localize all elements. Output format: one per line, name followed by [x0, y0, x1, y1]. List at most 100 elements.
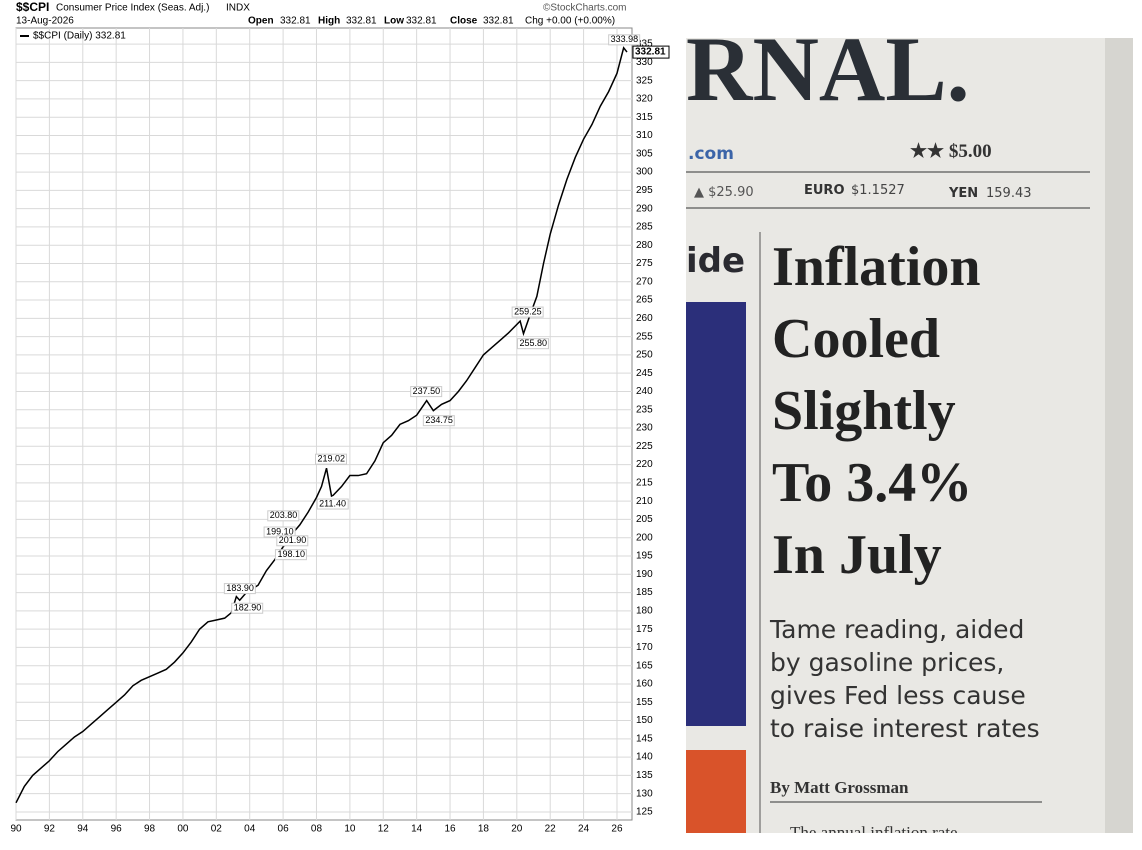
y-tick-label: 185 — [636, 587, 653, 598]
x-tick-label: 18 — [478, 824, 490, 835]
headline-line: Slightly — [772, 380, 956, 442]
annotation-label: 198.10 — [277, 549, 305, 559]
y-tick-label: 170 — [636, 642, 653, 653]
annotation-label: 255.80 — [519, 338, 547, 348]
x-tick-label: 12 — [378, 824, 390, 835]
y-tick-label: 235 — [636, 404, 653, 415]
high-label: High — [318, 16, 340, 27]
annotation-box — [276, 535, 309, 547]
y-tick-label: 205 — [636, 514, 653, 525]
y-tick-label: 220 — [636, 459, 653, 470]
last-value-box — [632, 45, 670, 59]
headline-line: Inflation — [772, 236, 981, 298]
x-tick-label: 16 — [444, 824, 456, 835]
annotation-label: 182.90 — [234, 603, 262, 613]
headline-line: Cooled — [772, 308, 940, 370]
newspaper-photo: RNAL. .com ★★ $5.00 ▲ $25.90 EURO $1.152… — [686, 18, 1133, 833]
euro-label: EURO — [804, 183, 845, 198]
x-tick-label: 08 — [311, 824, 323, 835]
x-tick-label: 20 — [511, 824, 523, 835]
paper-edge — [1105, 38, 1133, 833]
gold: ▲ $25.90 — [694, 185, 754, 200]
y-tick-label: 335 — [636, 39, 653, 50]
y-tick-label: 215 — [636, 478, 653, 489]
annotation-label: 333.98 — [611, 34, 639, 44]
y-tick-label: 250 — [636, 350, 653, 361]
annotation-box — [231, 602, 264, 614]
open: 332.81 — [280, 16, 311, 27]
annotation-box — [223, 583, 256, 595]
x-tick-label: 14 — [411, 824, 423, 835]
y-tick-label: 140 — [636, 752, 653, 763]
article: Inflation Cooled Slightly To 3.4% In July Tam… — [769, 236, 1040, 743]
annotation-box — [267, 510, 300, 522]
subhead-line: gives Fed less cause — [770, 681, 1026, 710]
y-tick-label: 175 — [636, 624, 653, 635]
x-tick-label: 90 — [10, 824, 22, 835]
annotation-label: 211.40 — [319, 498, 346, 508]
x-tick-label: 02 — [211, 824, 223, 835]
x-tick-label: 06 — [278, 824, 290, 835]
annotation-label: 237.50 — [413, 386, 441, 396]
y-tick-label: 195 — [636, 551, 653, 562]
y-tick-label: 300 — [636, 167, 653, 178]
y-tick-label: 145 — [636, 733, 653, 744]
date: 13-Aug-2026 — [16, 16, 74, 27]
y-tick-label: 305 — [636, 148, 653, 159]
x-tick-label: 00 — [177, 824, 189, 835]
annotation-label: 219.02 — [318, 454, 346, 464]
y-tick-label: 180 — [636, 605, 653, 616]
yen: 159.43 — [986, 186, 1032, 201]
y-tick-label: 160 — [636, 679, 653, 690]
annotation-label: 259.25 — [514, 306, 542, 316]
y-tick-label: 150 — [636, 715, 653, 726]
y-tick-label: 265 — [636, 295, 653, 306]
annotation-label: 203.80 — [270, 510, 298, 520]
series-line — [15, 46, 628, 804]
x-tick-label: 96 — [111, 824, 123, 835]
side-headline: ide — [686, 241, 745, 281]
x-tick-label: 26 — [611, 824, 623, 835]
y-tick-label: 285 — [636, 222, 653, 233]
y-tick-label: 230 — [636, 423, 653, 434]
x-tick-label: 24 — [578, 824, 590, 835]
y-tick-label: 280 — [636, 240, 653, 251]
annotation-box — [608, 34, 641, 46]
photo-orange — [686, 750, 746, 833]
y-tick-label: 295 — [636, 185, 653, 196]
y-tick-label: 165 — [636, 660, 653, 671]
headline-line: In July — [772, 524, 942, 586]
y-tick-label: 240 — [636, 386, 653, 397]
chart: 125 130 135 140 145 150 155 160 165 170 175 180 185 1… — [10, 28, 670, 835]
y-tick-label: 325 — [636, 75, 653, 86]
y-tick-label: 330 — [636, 57, 653, 68]
y-tick-label: 135 — [636, 770, 653, 781]
annotation-box — [315, 453, 348, 465]
y-tick-label: 190 — [636, 569, 653, 580]
y-tick-label: 310 — [636, 130, 653, 141]
chart-header: $$CPI Consumer Price Index (Seas. Adj.) … — [16, 0, 627, 26]
y-tick-label: 320 — [636, 94, 653, 105]
x-tick-label: 92 — [44, 824, 56, 835]
annotation-box — [422, 415, 455, 427]
annotation-box — [516, 338, 549, 350]
x-tick-label: 94 — [77, 824, 89, 835]
y-tick-label: 290 — [636, 203, 653, 214]
legend-label: $$CPI (Daily) 332.81 — [33, 31, 126, 42]
annotation-box — [274, 549, 307, 561]
headline-line: To 3.4% — [772, 452, 972, 514]
masthead: RNAL. — [686, 18, 970, 120]
x-tick-label: 10 — [344, 824, 356, 835]
byline: By Matt Grossman — [770, 778, 909, 797]
y-tick-label: 210 — [636, 496, 653, 507]
index-name: Consumer Price Index (Seas. Adj.) — [56, 3, 209, 14]
y-tick-label: 200 — [636, 532, 653, 543]
y-tick-label: 225 — [636, 441, 653, 452]
y-tick-label: 260 — [636, 313, 653, 324]
high: 332.81 — [346, 16, 377, 27]
price: ★★ $5.00 — [910, 141, 992, 162]
y-tick-label: 315 — [636, 112, 653, 123]
subhead-line: by gasoline prices, — [770, 648, 1004, 677]
low: 332.81 — [406, 16, 437, 27]
source: ©StockCharts.com — [543, 3, 627, 14]
